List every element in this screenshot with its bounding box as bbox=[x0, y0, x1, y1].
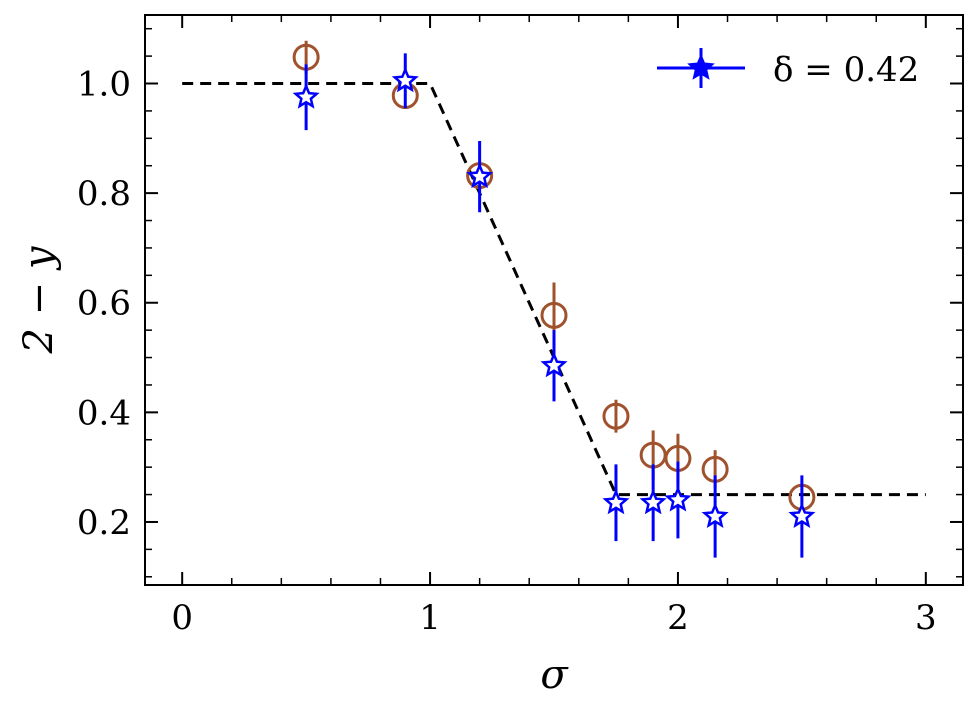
x-tick-label: 0 bbox=[171, 598, 193, 638]
legend-star-marker bbox=[687, 53, 715, 80]
y-axis-label: 2 − y bbox=[16, 245, 62, 354]
x-tick-label: 3 bbox=[915, 598, 937, 638]
star-point bbox=[639, 488, 667, 515]
circle-point bbox=[602, 402, 630, 430]
ticks bbox=[145, 15, 963, 585]
x-axis-label: σ bbox=[540, 652, 569, 698]
y-tick-label: 0.8 bbox=[77, 174, 131, 214]
y-tick-label: 1.0 bbox=[77, 65, 131, 105]
legend: δ = 0.42 bbox=[657, 48, 919, 90]
star-point bbox=[292, 82, 320, 109]
y-tick-label: 0.2 bbox=[77, 503, 131, 543]
star-point bbox=[788, 502, 816, 528]
x-tick-label: 2 bbox=[667, 598, 689, 638]
x-tick-label: 1 bbox=[419, 598, 441, 638]
y-tick-label: 0.6 bbox=[77, 284, 131, 324]
star-point bbox=[466, 162, 494, 189]
reference-line bbox=[182, 82, 926, 497]
star-point bbox=[391, 66, 419, 93]
star-point bbox=[664, 485, 692, 512]
y-tick-label: 0.4 bbox=[77, 393, 131, 433]
star-point bbox=[701, 502, 729, 528]
star-point bbox=[602, 488, 630, 515]
star-point bbox=[540, 351, 568, 378]
plot-frame bbox=[144, 14, 964, 586]
legend-label: δ = 0.42 bbox=[773, 50, 919, 90]
data-layer bbox=[182, 40, 926, 558]
circle-point bbox=[540, 301, 568, 329]
labels: 0 1 2 3 0.2 0.4 0.6 0.8 1.0 bbox=[77, 65, 937, 638]
